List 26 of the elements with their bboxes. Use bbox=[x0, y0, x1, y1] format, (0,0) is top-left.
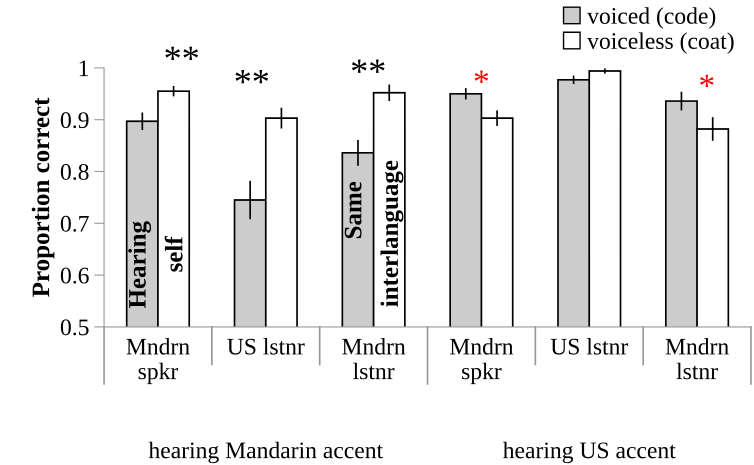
y-tick-label: 0.8 bbox=[60, 164, 89, 180]
annotation: Same bbox=[344, 182, 362, 238]
annotation: * bbox=[700, 74, 714, 88]
x-tick-label: Mndrn spkr bbox=[126, 338, 190, 384]
annotation: * bbox=[474, 70, 488, 83]
y-tick-label: 0.7 bbox=[60, 216, 89, 232]
annotation: ** bbox=[352, 60, 385, 73]
annotation: ** bbox=[235, 70, 268, 84]
x-tick-label: Mndrn lstnr bbox=[342, 338, 406, 380]
text: ** bbox=[165, 46, 198, 60]
annotation: Hearing bbox=[128, 221, 152, 308]
annotation: self bbox=[164, 236, 183, 272]
y-tick-label: 0.9 bbox=[60, 112, 88, 128]
legend-label: voiceless (coat) bbox=[587, 32, 734, 54]
x-tick-label: Mndrn lstnr bbox=[666, 338, 729, 380]
x-tick-label: Mndrn spkr bbox=[450, 338, 514, 384]
y-tick-label: 0.5 bbox=[60, 319, 89, 336]
x-tick-label: US lstnr bbox=[227, 338, 305, 355]
y-tick-label: 0.6 bbox=[60, 268, 89, 284]
y-axis-title: Proportion correct bbox=[32, 98, 54, 297]
annotation: interlanguage bbox=[380, 160, 404, 307]
text: hearing Mandarin accent bbox=[148, 442, 383, 464]
x-tick-label: US lstnr bbox=[550, 338, 628, 355]
text: hearing US accent bbox=[502, 442, 676, 464]
y-tick-label: 1 bbox=[80, 60, 88, 76]
legend-label: voiced (code) bbox=[587, 7, 716, 29]
